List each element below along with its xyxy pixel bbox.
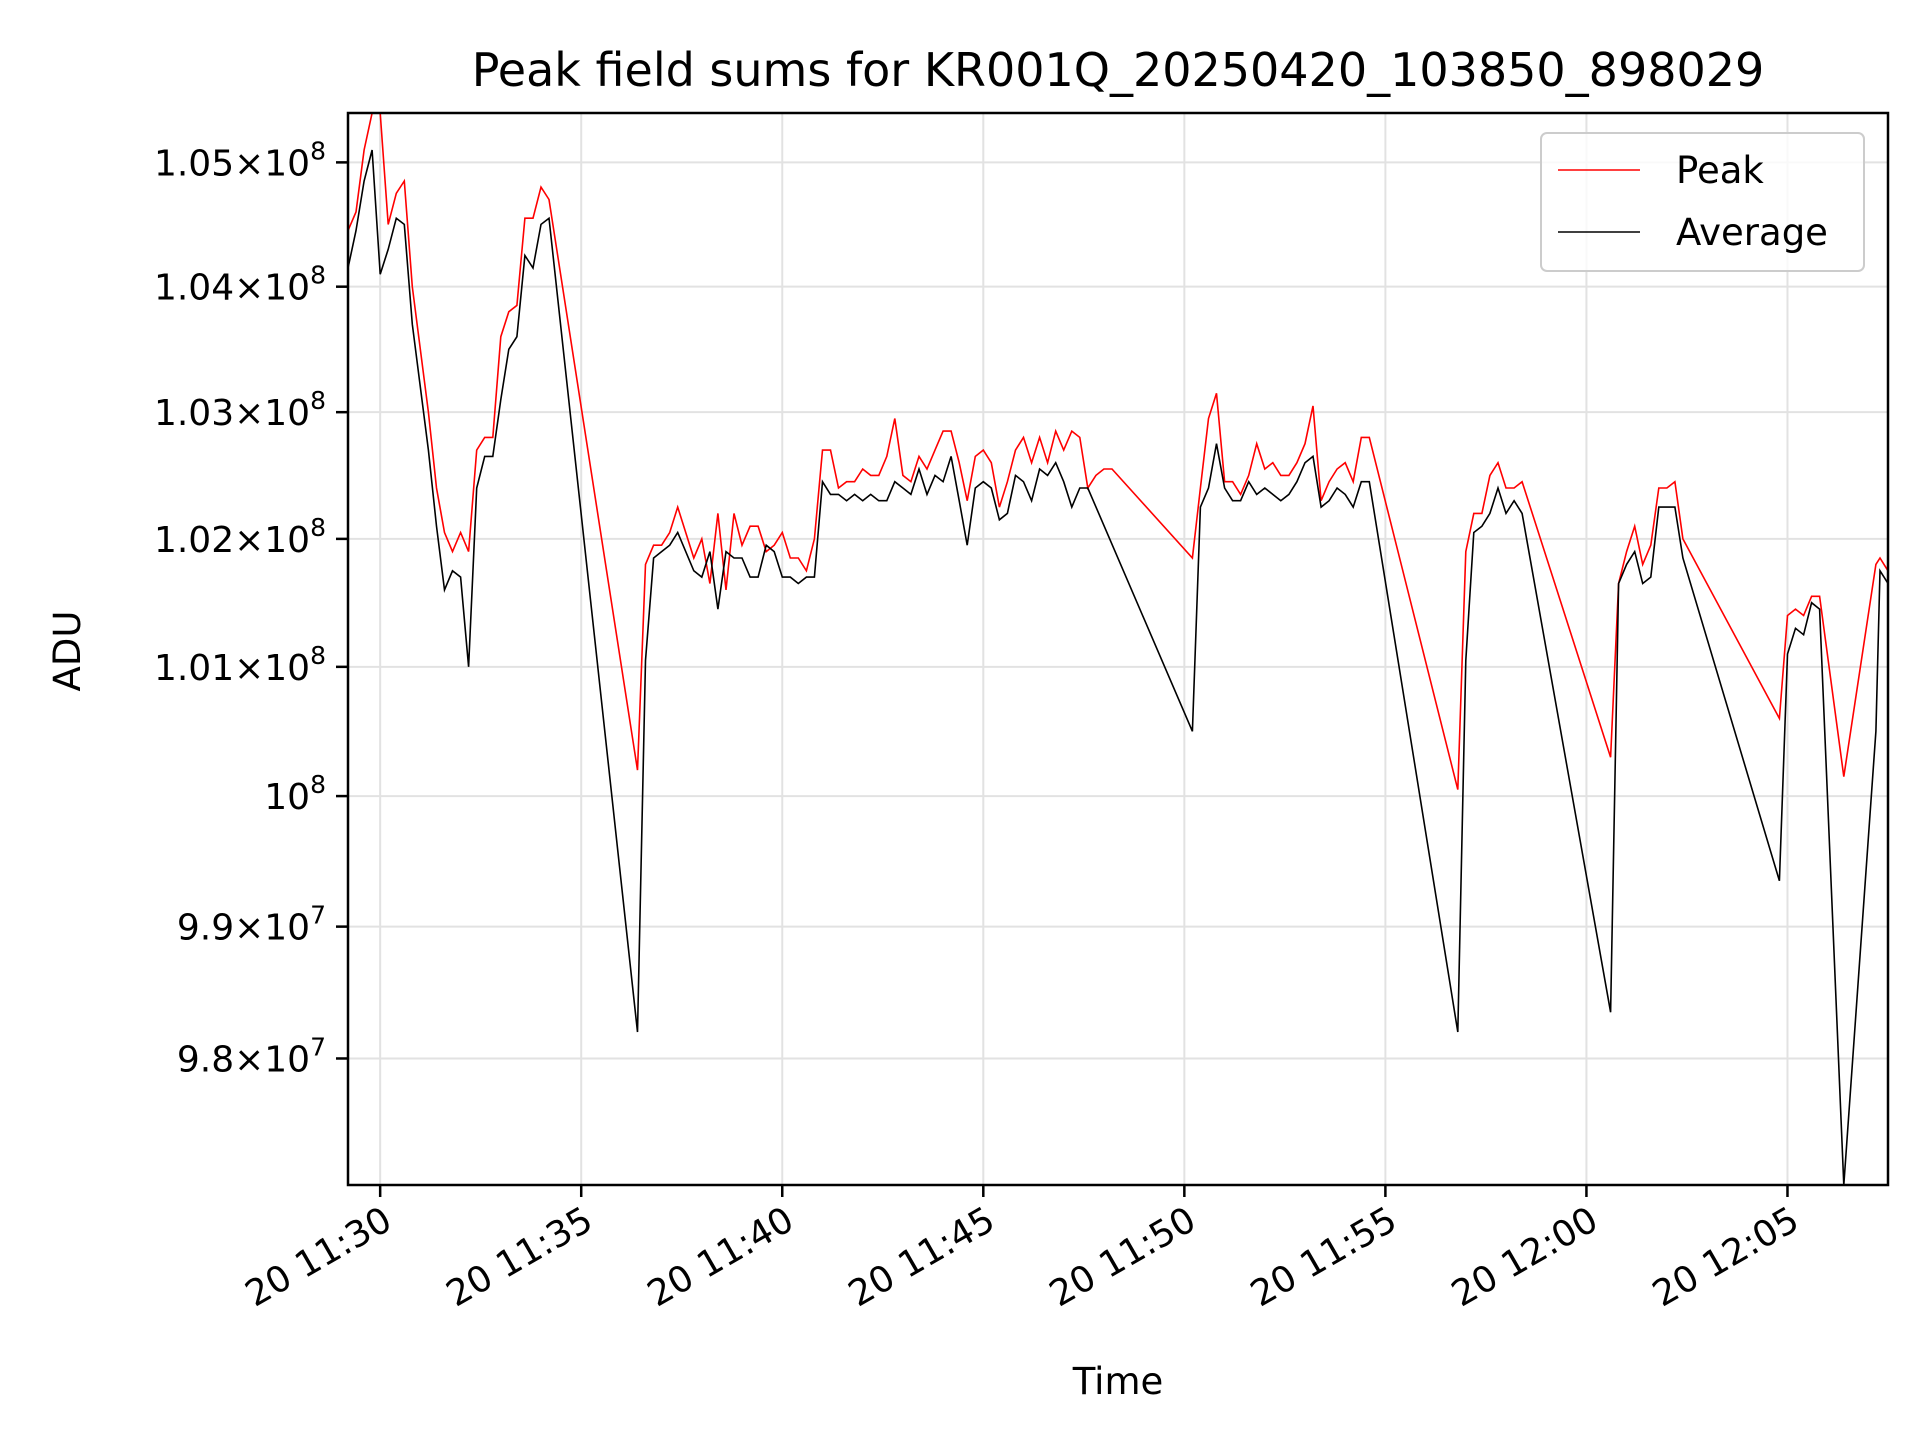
legend-label-peak: Peak <box>1676 149 1764 192</box>
y-axis-label: ADU <box>46 611 89 692</box>
series-line-average <box>348 149 1888 1185</box>
series-layer <box>348 113 1888 1185</box>
y-tick-label: 1.01×108 <box>154 641 326 689</box>
y-tick-label: 1.04×108 <box>154 261 326 309</box>
series-line-peak <box>348 113 1888 790</box>
y-tick-label: 9.8×107 <box>177 1032 326 1080</box>
legend-label-average: Average <box>1676 211 1828 254</box>
y-tick-label: 1.05×108 <box>154 136 326 184</box>
y-tick-label: 108 <box>264 770 326 818</box>
x-axis-label: Time <box>1072 1360 1164 1403</box>
y-tick-label: 1.02×108 <box>154 513 326 561</box>
chart-title: Peak field sums for KR001Q_20250420_1038… <box>472 43 1765 97</box>
plot-frame <box>346 111 1890 1187</box>
legend-box <box>1540 132 1865 272</box>
y-tick-label: 1.03×108 <box>154 386 326 434</box>
legend: Peak Average <box>1540 132 1865 272</box>
y-tick-label: 9.9×107 <box>177 901 326 949</box>
grid <box>348 113 1888 1185</box>
